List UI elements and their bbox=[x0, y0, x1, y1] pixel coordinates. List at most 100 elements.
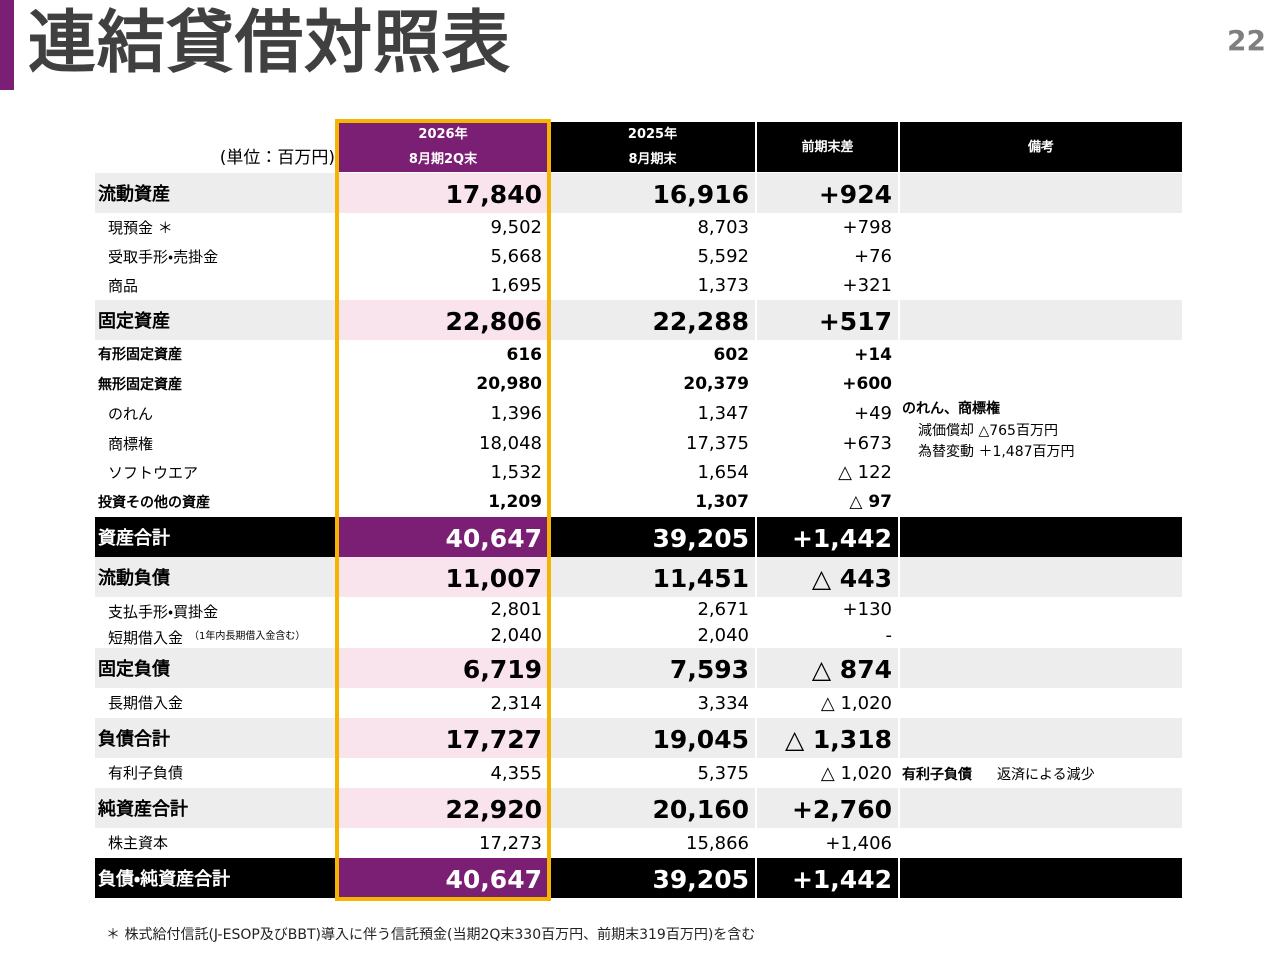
row-label: 有形固定資産 bbox=[95, 340, 336, 370]
header-line: 8月期2Q末 bbox=[408, 152, 478, 167]
value-cell: 40,647 bbox=[338, 517, 548, 557]
note-title: 有利子負債 bbox=[902, 767, 972, 783]
value-cell: 39,205 bbox=[550, 517, 755, 557]
row-label: ソフトウエア bbox=[95, 458, 336, 488]
row-label: 資産合計 bbox=[95, 517, 336, 557]
value-cell: 17,273 bbox=[338, 828, 548, 858]
value-cell: 3,334 bbox=[550, 688, 755, 718]
remark-cell bbox=[900, 399, 1182, 429]
value-cell: 7,593 bbox=[550, 648, 755, 688]
value-cell: △ 1,020 bbox=[757, 688, 898, 718]
remark-cell bbox=[900, 428, 1182, 458]
value-cell: 15,866 bbox=[550, 828, 755, 858]
row-label: 現預金 ＊ bbox=[95, 213, 336, 242]
label-text: 負債・純資産合計 bbox=[98, 869, 231, 890]
value-cell: 19,045 bbox=[550, 718, 755, 758]
label-note: （1年内長期借入金含む） bbox=[189, 630, 306, 642]
value-cell: 4,355 bbox=[338, 758, 548, 788]
header-line: 備考 bbox=[1027, 139, 1054, 155]
value-cell: 2,801 bbox=[338, 597, 548, 623]
header-line: 2026年 bbox=[418, 127, 468, 142]
value-cell: 602 bbox=[550, 340, 755, 370]
value-cell: 39,205 bbox=[550, 858, 755, 898]
label-text: 受取手形・売掛金 bbox=[108, 248, 219, 266]
value-cell: 1,347 bbox=[550, 399, 755, 429]
label-text: 現預金 ＊ bbox=[108, 219, 173, 237]
label-text: ソフトウエア bbox=[108, 464, 199, 482]
note-line: 為替変動 ＋1,487百万円 bbox=[918, 444, 1075, 460]
row-label: 短期借入金 （1年内長期借入金含む） bbox=[95, 622, 336, 648]
value-cell: △ 1,020 bbox=[757, 758, 898, 788]
row-label: 無形固定資産 bbox=[95, 369, 336, 399]
value-cell: 17,375 bbox=[550, 428, 755, 458]
label-text: 商標権 bbox=[108, 434, 154, 453]
row-label: 負債・純資産合計 bbox=[95, 858, 336, 898]
unit-label: (単位：百万円) bbox=[219, 148, 335, 168]
remark-cell bbox=[900, 487, 1182, 517]
column-header: 2025年 8月期末 bbox=[550, 122, 755, 172]
value-cell: +798 bbox=[757, 213, 898, 242]
remark-cell bbox=[900, 622, 1182, 648]
header-line: 2025年 bbox=[627, 127, 678, 142]
value-cell: 6,719 bbox=[338, 648, 548, 688]
value-cell: 20,379 bbox=[550, 369, 755, 399]
value-cell: +1,442 bbox=[757, 858, 898, 898]
row-label: 受取手形・売掛金 bbox=[95, 242, 336, 271]
label-text: 長期借入金 bbox=[108, 694, 184, 712]
remark-cell bbox=[900, 300, 1182, 340]
value-cell: +76 bbox=[757, 242, 898, 271]
value-cell: 11,007 bbox=[338, 557, 548, 597]
remark-cell bbox=[900, 758, 1182, 788]
remark-cell bbox=[900, 648, 1182, 688]
value-cell: +14 bbox=[757, 340, 898, 370]
value-cell: 40,647 bbox=[338, 858, 548, 898]
value-cell: 2,040 bbox=[338, 622, 548, 648]
value-cell: 616 bbox=[338, 340, 548, 370]
value-cell: 5,375 bbox=[550, 758, 755, 788]
remark-cell bbox=[900, 517, 1182, 557]
column-header: 備考 bbox=[900, 122, 1182, 172]
label-text: 有利子負債 bbox=[108, 764, 184, 782]
value-cell: 1,373 bbox=[550, 271, 755, 300]
value-cell: - bbox=[757, 622, 898, 648]
row-label: 固定資産 bbox=[95, 300, 336, 340]
value-cell: △ 97 bbox=[757, 487, 898, 517]
value-cell: 9,502 bbox=[338, 213, 548, 242]
note-text: 返済による減少 bbox=[997, 767, 1095, 783]
remark-cell bbox=[900, 340, 1182, 370]
value-cell: +517 bbox=[757, 300, 898, 340]
row-label: 流動負債 bbox=[95, 557, 336, 597]
remark-cell bbox=[900, 858, 1182, 898]
value-cell: △ 122 bbox=[757, 458, 898, 488]
value-cell: +2,760 bbox=[757, 788, 898, 828]
label-text: 負債合計 bbox=[98, 729, 170, 750]
row-label: 負債合計 bbox=[95, 718, 336, 758]
value-cell: +924 bbox=[757, 173, 898, 213]
label-text: 有形固定資産 bbox=[98, 347, 182, 363]
value-cell: +1,406 bbox=[757, 828, 898, 858]
row-label: 支払手形・買掛金 bbox=[95, 597, 336, 623]
header-line: 8月期末 bbox=[628, 152, 677, 167]
row-label: 固定負債 bbox=[95, 648, 336, 688]
label-text: のれん bbox=[108, 405, 154, 423]
value-cell: 20,160 bbox=[550, 788, 755, 828]
value-cell: 1,532 bbox=[338, 458, 548, 488]
remark-cell bbox=[900, 597, 1182, 623]
value-cell: 1,307 bbox=[550, 487, 755, 517]
row-label: 流動資産 bbox=[95, 173, 336, 213]
value-cell: 5,592 bbox=[550, 242, 755, 271]
value-cell: +130 bbox=[757, 597, 898, 623]
value-cell: 2,040 bbox=[550, 622, 755, 648]
value-cell: 1,209 bbox=[338, 487, 548, 517]
remark-cell bbox=[900, 788, 1182, 828]
column-header: 前期末差 bbox=[757, 122, 898, 172]
value-cell: 17,727 bbox=[338, 718, 548, 758]
value-cell: △ 1,318 bbox=[757, 718, 898, 758]
header-line: 前期末差 bbox=[801, 139, 854, 155]
remark-cell bbox=[900, 718, 1182, 758]
row-label: 商品 bbox=[95, 271, 336, 300]
slide-title: 連結貸借対照表 bbox=[28, 4, 512, 83]
value-cell: 2,314 bbox=[338, 688, 548, 718]
value-cell: 5,668 bbox=[338, 242, 548, 271]
